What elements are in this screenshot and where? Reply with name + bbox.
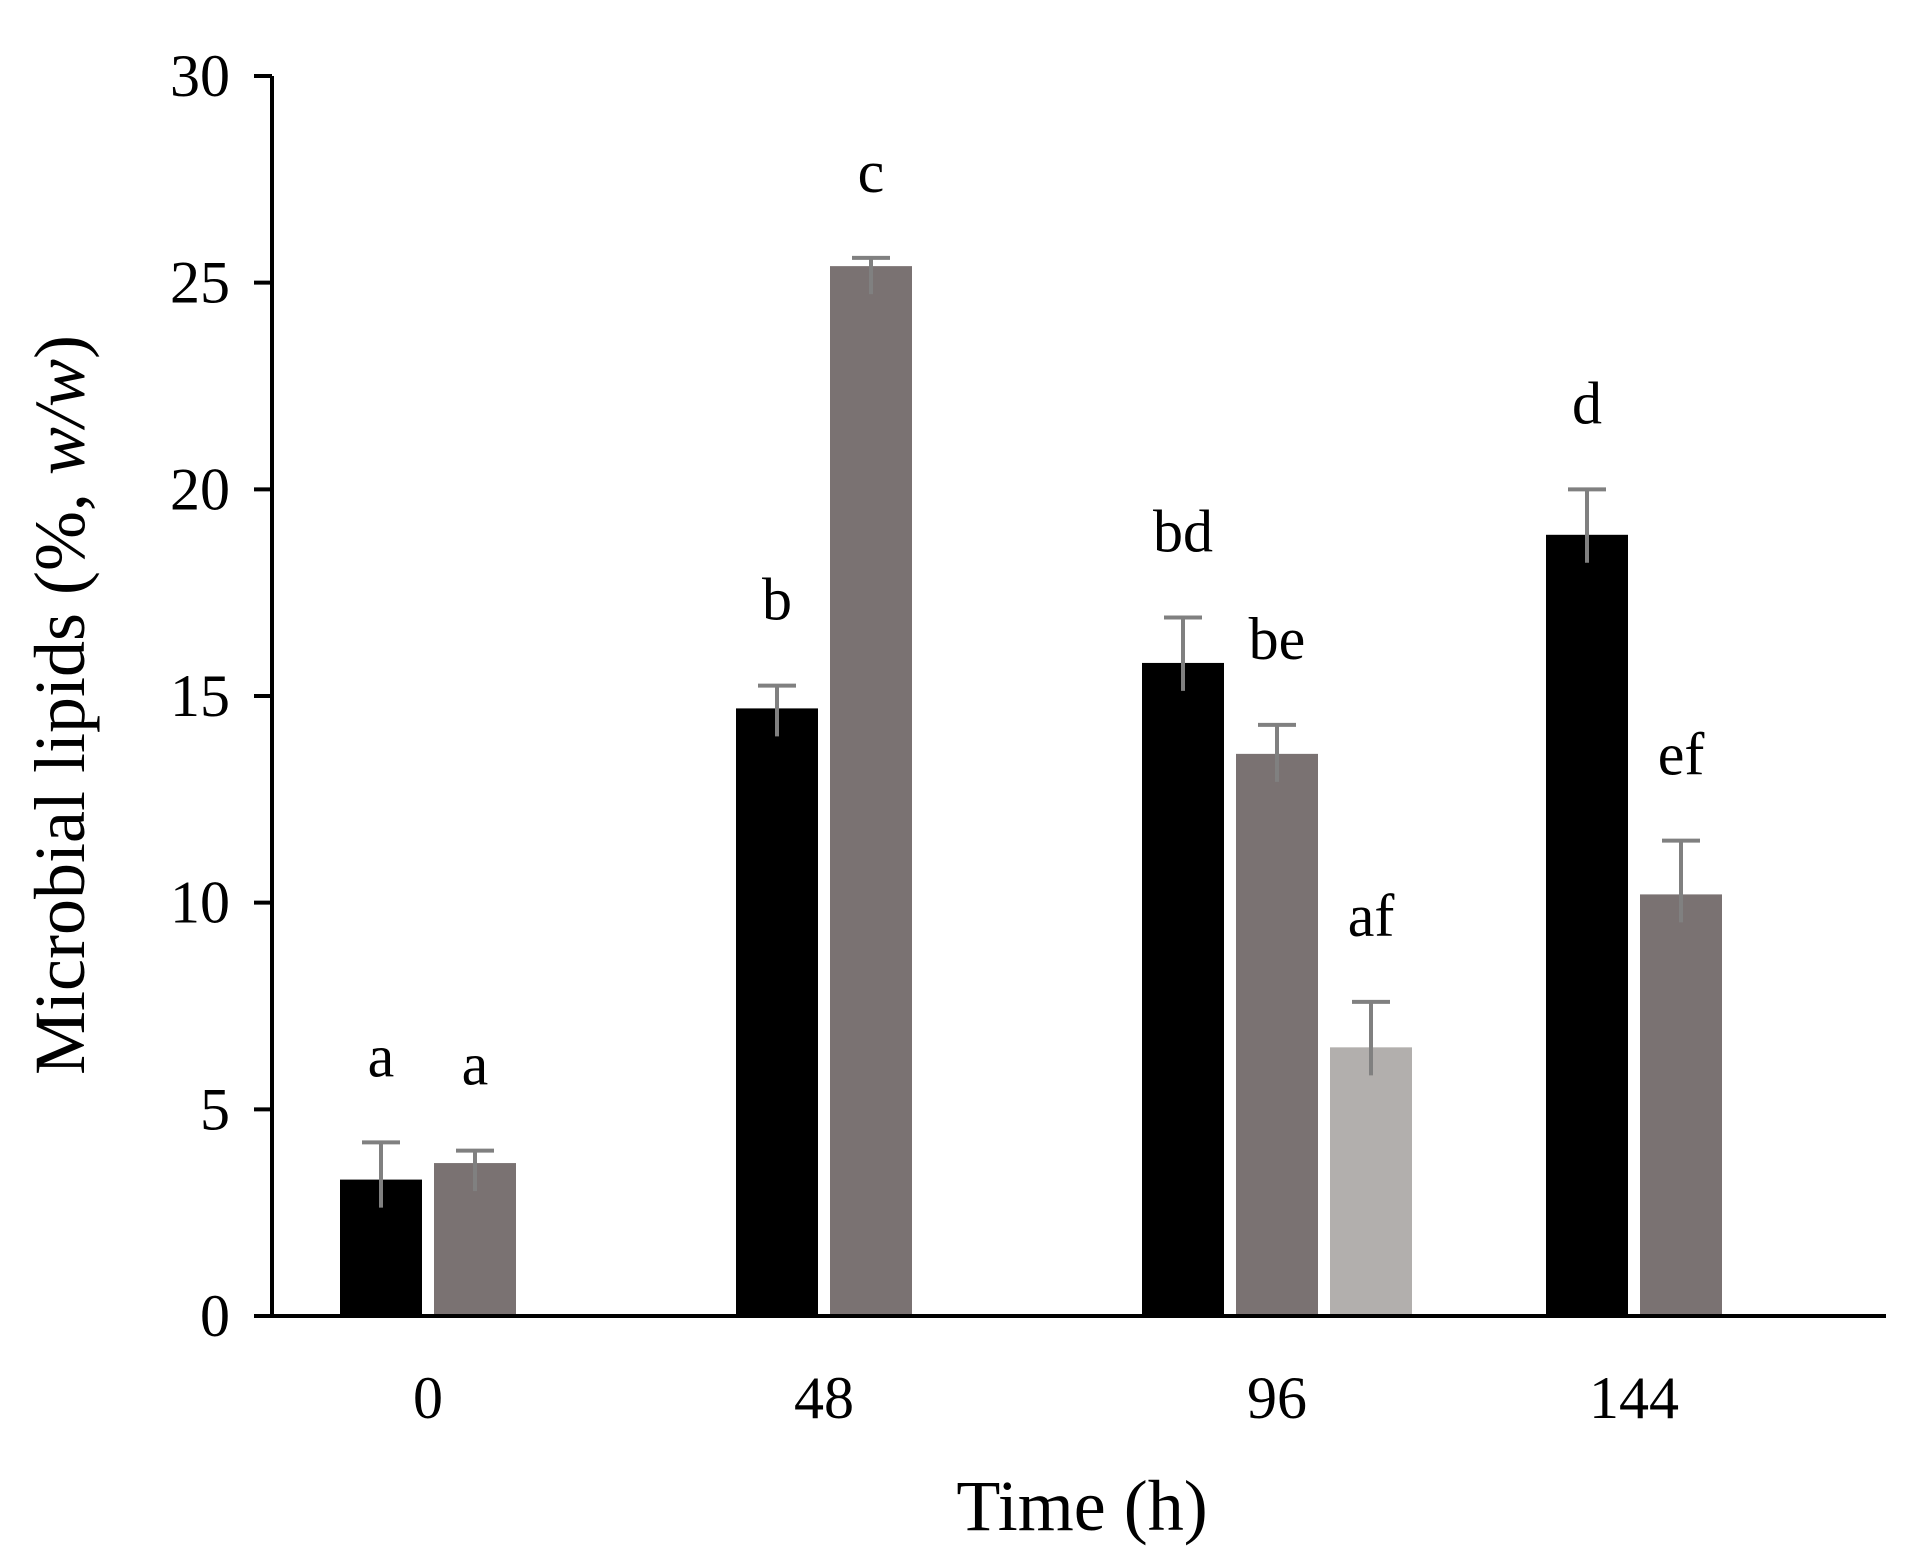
bar-48h-series-2 (830, 266, 912, 1317)
bar-144h-series-1 (1546, 534, 1628, 1316)
x-axis-title: Time (h) (956, 1466, 1207, 1546)
x-category-label: 0 (413, 1365, 443, 1431)
bar-144h-series-2 (1640, 894, 1722, 1316)
significance-label: af (1348, 883, 1395, 949)
y-tick-label: 10 (170, 870, 230, 936)
y-ticks-layer: 0 5 10 15 20 25 30 (170, 43, 272, 1349)
error-bars-layer (362, 255, 1700, 1208)
significance-label: a (462, 1032, 489, 1098)
y-tick-label: 25 (170, 250, 230, 316)
significance-label: ef (1658, 722, 1705, 788)
y-tick-label: 20 (170, 456, 230, 522)
y-axis-title-part-1: Microbial lipids (%, (20, 475, 100, 1075)
significance-label: be (1249, 606, 1306, 672)
bar-96h-series-1 (1142, 662, 1224, 1316)
significance-label: c (858, 139, 885, 205)
x-category-label: 144 (1589, 1365, 1679, 1431)
significance-label: a (368, 1023, 395, 1089)
significance-label: bd (1153, 498, 1213, 564)
significance-label: b (762, 567, 792, 633)
bar-96h-series-2 (1236, 753, 1318, 1316)
y-tick-label: 5 (200, 1076, 230, 1142)
y-tick-label: 30 (170, 43, 230, 109)
y-axis-title: Microbial lipids (%, w/w) (20, 335, 100, 1075)
bars-layer (340, 266, 1722, 1317)
y-axis-title-part-2: ) (20, 335, 100, 359)
x-category-labels-layer: 0 48 96 144 (413, 1365, 1679, 1431)
x-category-label: 48 (794, 1365, 854, 1431)
y-tick-label: 0 (200, 1283, 230, 1349)
y-axis-title-part-italic: w/w (20, 359, 100, 475)
significance-label: d (1572, 370, 1602, 436)
bar-48h-series-1 (736, 708, 818, 1316)
y-tick-label: 15 (170, 663, 230, 729)
x-category-label: 96 (1247, 1365, 1307, 1431)
bar-96h-series-3 (1330, 1047, 1412, 1316)
